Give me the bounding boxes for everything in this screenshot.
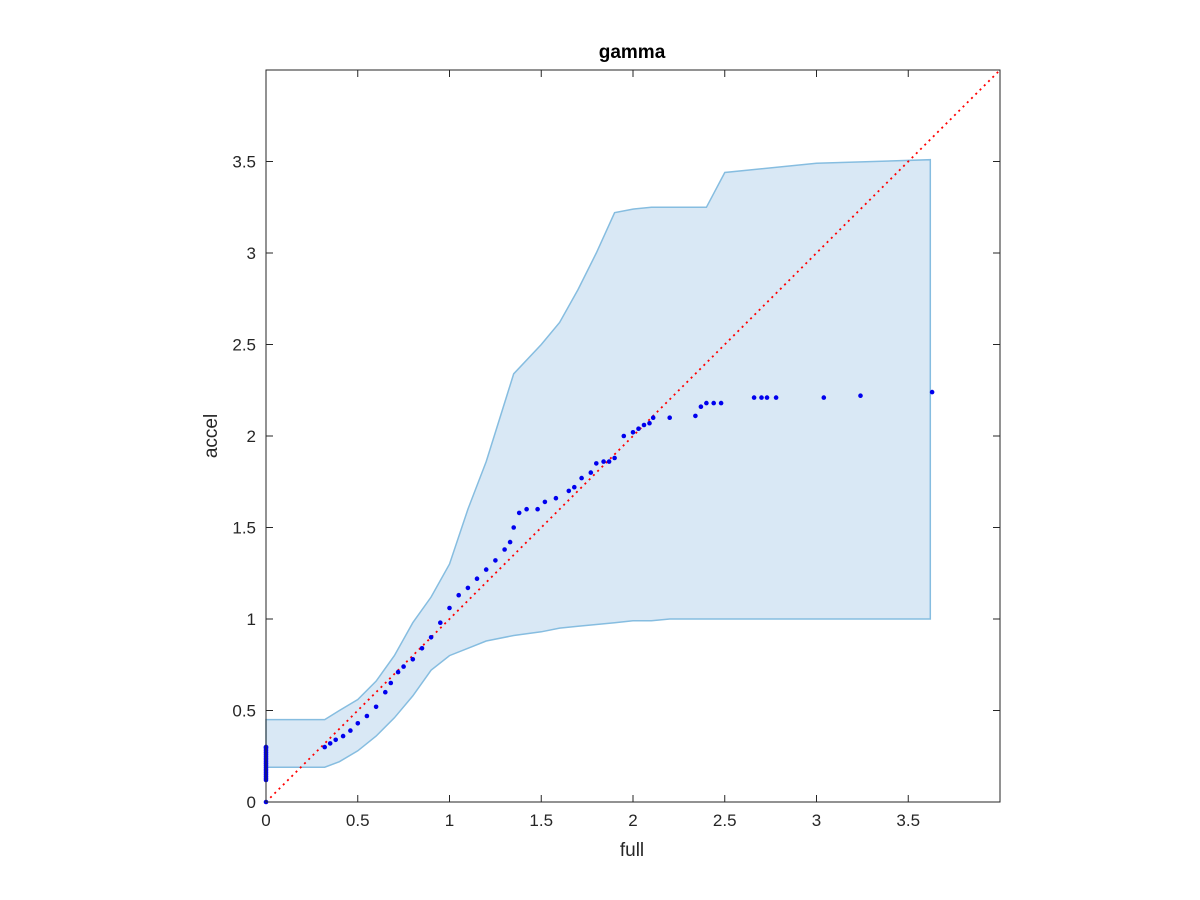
data-point: [636, 426, 641, 432]
data-point: [858, 393, 863, 399]
data-point: [542, 499, 548, 505]
data-point: [502, 547, 507, 552]
data-point: [764, 395, 770, 400]
x-tick-label: 1: [445, 811, 454, 830]
data-point: [751, 395, 757, 400]
data-point: [667, 415, 672, 421]
y-tick-label: 3.5: [232, 153, 256, 172]
data-point: [373, 704, 379, 710]
data-point: [572, 484, 577, 490]
data-point: [535, 506, 540, 512]
data-point: [322, 744, 328, 750]
data-point: [401, 664, 406, 669]
data-point: [395, 669, 401, 675]
data-point: [456, 592, 462, 598]
data-point: [647, 420, 652, 426]
y-tick-label: 2.5: [232, 336, 256, 355]
plot-area: 0 0.5 1 1.5 2 2.5 3 3.5 0 0.5 1 1.5 2 2.5 3 3.5: [232, 69, 1001, 830]
x-tick-label: 3: [812, 811, 821, 830]
data-point: [711, 400, 716, 406]
data-point: [641, 422, 647, 428]
data-point: [419, 646, 425, 651]
x-tick-label: 2: [628, 811, 637, 830]
data-point: [483, 567, 489, 572]
data-point: [612, 455, 617, 461]
x-tick-label: 1.5: [529, 811, 553, 830]
data-point: [383, 689, 388, 695]
data-point: [650, 415, 656, 421]
y-tick-label: 2: [247, 427, 256, 446]
data-point: [698, 404, 704, 410]
data-point: [507, 539, 513, 545]
data-point: [493, 558, 498, 563]
data-point: [516, 510, 522, 516]
x-tick-label: 2.5: [713, 811, 737, 830]
y-tick-label: 1.5: [232, 519, 256, 538]
data-point: [438, 620, 443, 625]
data-point: [566, 488, 572, 494]
data-point: [630, 430, 636, 435]
data-point: [388, 680, 394, 686]
data-point: [704, 400, 709, 406]
data-point: [621, 433, 627, 439]
data-point: [524, 506, 529, 512]
y-tick-label: 0: [247, 793, 256, 812]
data-point: [447, 605, 452, 611]
data-point: [327, 741, 333, 746]
y-tick-label: 0.5: [232, 702, 256, 721]
y-tick-label: 1: [247, 610, 256, 629]
data-point: [759, 395, 764, 400]
data-point: [773, 395, 779, 400]
data-point: [465, 585, 471, 591]
x-axis-label: full: [620, 840, 644, 861]
x-tick-label: 3.5: [896, 811, 920, 830]
data-point: [333, 737, 339, 743]
data-point: [579, 475, 584, 481]
data-point: [348, 728, 353, 733]
data-point: [606, 459, 612, 464]
x-tick-label: 0: [261, 811, 270, 830]
data-point: [588, 470, 594, 475]
data-point: [929, 389, 935, 395]
data-point: [410, 657, 416, 662]
data-point: [553, 495, 559, 501]
data-point: [364, 713, 370, 719]
data-point: [511, 525, 516, 530]
data-point: [355, 721, 361, 726]
y-tick-label: 3: [247, 244, 256, 263]
chart-title: gamma: [599, 42, 666, 63]
data-point: [340, 733, 346, 739]
x-tick-label: 0.5: [346, 811, 370, 830]
data-point: [821, 395, 827, 400]
data-point: [601, 459, 606, 464]
data-point: [693, 413, 698, 419]
data-point: [718, 400, 724, 406]
data-point: [474, 576, 480, 581]
y-axis-label: accel: [201, 414, 222, 458]
data-point: [594, 461, 599, 466]
data-point: [428, 635, 434, 640]
